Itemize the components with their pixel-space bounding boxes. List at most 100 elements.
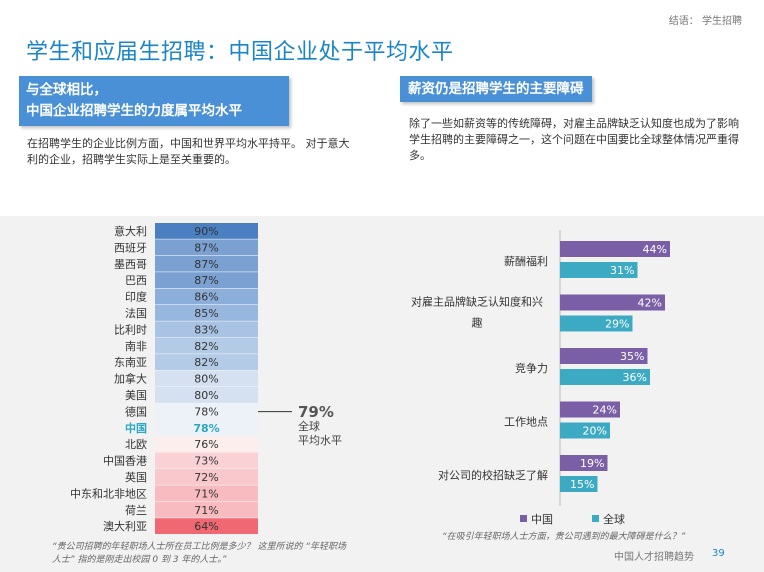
value-cell <box>155 436 258 452</box>
value-label: 87% <box>194 274 218 287</box>
data-label: 31% <box>610 264 634 277</box>
value-cell <box>155 305 258 321</box>
value-label: 73% <box>194 455 218 468</box>
value-label: 85% <box>194 307 218 320</box>
value-cell <box>155 501 258 518</box>
value-label: 72% <box>194 471 218 484</box>
country-label: 澳大利亚 <box>103 519 147 533</box>
data-label: 24% <box>593 404 617 417</box>
data-label: 29% <box>605 318 629 331</box>
country-label: 中东和北非地区 <box>70 487 147 500</box>
country-label: 英国 <box>125 470 147 484</box>
left-heading-line2: 中国企业招聘学生的力度属平均水平 <box>26 103 242 119</box>
value-cell <box>155 321 258 338</box>
country-label: 比利时 <box>114 323 147 336</box>
bar <box>560 315 633 332</box>
country-percentage-chart: 意大利 90% 西班牙 87% 墨西哥 87% 巴西 87% 印度 86% 法国 85% 比利时 83% 南… <box>70 223 292 534</box>
breadcrumb: 结语： 学生招聘 <box>668 16 742 27</box>
country-label: 德国 <box>125 404 147 418</box>
legend-swatch <box>592 515 599 522</box>
legend-label: 中国 <box>531 513 553 526</box>
value-cell <box>155 239 258 256</box>
value-label: 83% <box>194 323 218 336</box>
footnote-right: “在吸引年轻职场人士方面，贵公司遇到的最大障碍是什么？” <box>442 532 686 542</box>
value-cell <box>155 272 258 288</box>
value-cell <box>155 518 258 534</box>
value-label: 78% <box>193 422 219 435</box>
country-label: 东南亚 <box>114 356 147 369</box>
left-paragraph: 在招聘学生的企业比例方面，中国和世界平均水平持平。 对于意大利的企业，招聘学生实… <box>27 137 350 166</box>
category-label: 竞争力 <box>515 361 548 375</box>
country-label: 中国香港 <box>103 455 147 468</box>
legend-swatch <box>520 515 527 522</box>
right-heading-box: 薪资仍是招聘学生的主要障碍 <box>400 76 592 102</box>
data-label: 42% <box>638 297 662 310</box>
value-label: 71% <box>194 504 218 517</box>
value-label: 90% <box>194 225 218 238</box>
country-label: 中国 <box>125 421 147 435</box>
value-cell <box>155 452 258 469</box>
category-label: 趣 <box>472 316 483 330</box>
country-label: 南非 <box>125 340 147 353</box>
left-heading-line1: 与全球相比， <box>26 82 107 98</box>
value-label: 64% <box>194 520 218 533</box>
country-label: 西班牙 <box>114 241 147 254</box>
data-label: 19% <box>580 457 604 470</box>
country-label: 加拿大 <box>114 372 147 386</box>
value-label: 87% <box>194 241 218 254</box>
country-label: 巴西 <box>125 274 147 287</box>
value-label: 82% <box>194 356 218 369</box>
global-average-label: 全球 平均水平 <box>298 420 358 448</box>
left-heading-box: 与全球相比， 中国企业招聘学生的力度属平均水平 <box>19 76 289 126</box>
value-cell <box>155 387 258 403</box>
data-label: 36% <box>623 371 647 384</box>
value-cell <box>155 419 258 436</box>
bar <box>560 422 610 439</box>
value-cell <box>155 403 258 420</box>
country-label: 荷兰 <box>125 504 147 517</box>
bar <box>560 262 638 278</box>
data-label: 15% <box>570 478 594 491</box>
value-cell <box>155 354 258 370</box>
value-cell <box>155 337 258 354</box>
bar <box>560 369 650 385</box>
country-label: 印度 <box>125 290 147 304</box>
right-heading: 薪资仍是招聘学生的主要障碍 <box>408 81 584 97</box>
legend-label: 全球 <box>603 512 625 526</box>
country-label: 意大利 <box>114 224 147 238</box>
footer-label: 中国人才招聘趋势 <box>614 552 694 563</box>
bar <box>560 241 670 257</box>
bar <box>560 455 608 471</box>
value-cell <box>155 255 258 272</box>
country-label: 法国 <box>125 306 147 320</box>
right-paragraph: 除了一些如薪资等的传统障碍，对雇主品牌缺乏认知度也成为了影响学生招聘的主要障碍之… <box>409 117 739 162</box>
global-average-value: 79% <box>298 403 334 421</box>
bar <box>560 294 665 311</box>
category-label: 薪酬福利 <box>504 254 548 268</box>
page-title: 学生和应届生招聘：中国企业处于平均水平 <box>26 40 454 65</box>
value-label: 86% <box>194 291 218 304</box>
category-label: 工作地点 <box>504 416 548 429</box>
footnote-left: “贵公司招聘的年轻职场人士所在员工比例是多少？ 这里所说的 “年轻职场人士” 指… <box>52 542 347 565</box>
global-average-label-line1: 全球 <box>298 420 320 433</box>
value-cell <box>155 469 258 485</box>
value-cell <box>155 288 258 305</box>
value-cell <box>155 223 258 239</box>
country-label: 北欧 <box>125 438 147 451</box>
bar <box>560 348 648 364</box>
value-label: 82% <box>194 340 218 353</box>
data-label: 20% <box>583 425 607 438</box>
country-label: 墨西哥 <box>114 258 147 271</box>
bar <box>560 401 620 418</box>
category-label: 对雇主品牌缺乏认知度和兴 <box>411 295 543 309</box>
value-cell <box>155 370 258 387</box>
category-label: 对公司的校招缺乏了解 <box>438 468 548 482</box>
bar <box>560 476 598 492</box>
value-label: 80% <box>194 389 218 402</box>
data-label: 44% <box>643 243 667 256</box>
value-label: 76% <box>194 438 218 451</box>
value-label: 87% <box>194 258 218 271</box>
data-label: 35% <box>620 350 644 363</box>
country-label: 美国 <box>125 389 147 402</box>
